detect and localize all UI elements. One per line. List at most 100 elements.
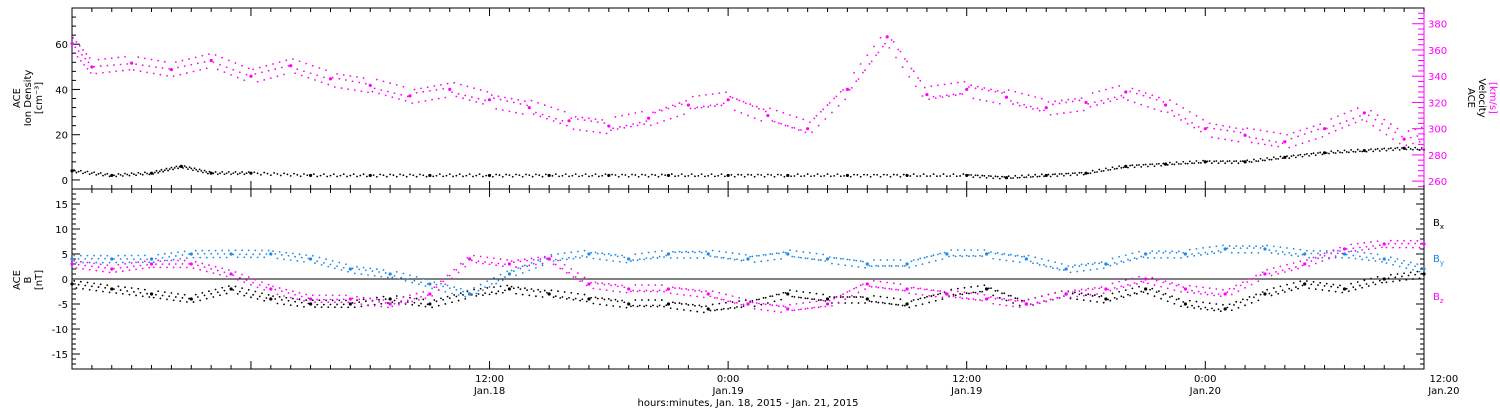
velocity-sample	[725, 91, 727, 94]
by-sample	[1248, 245, 1251, 247]
velocity-sample	[243, 79, 246, 82]
velocity-sample	[495, 107, 498, 110]
density-sample	[833, 174, 836, 177]
by-sample	[793, 255, 796, 258]
density-sample	[1012, 177, 1014, 179]
density-sample	[836, 173, 839, 175]
density-sample	[200, 169, 203, 172]
bx-sample	[391, 301, 394, 304]
density-sample	[1120, 166, 1123, 169]
density-sample	[90, 172, 93, 174]
density-point	[70, 169, 74, 173]
bz-sample	[384, 302, 387, 304]
velocity-point	[1362, 111, 1366, 115]
by-sample	[621, 254, 623, 257]
velocity-sample	[1286, 133, 1288, 136]
density-sample	[385, 175, 388, 178]
by-sample	[300, 256, 303, 259]
density-sample	[359, 174, 362, 177]
velocity-sample	[479, 89, 482, 91]
bx-sample	[256, 298, 259, 300]
bx-sample	[961, 293, 964, 296]
velocity-sample	[1202, 118, 1204, 121]
velocity-sample	[992, 101, 995, 104]
velocity-sample	[521, 113, 524, 115]
bz-sample	[437, 289, 440, 291]
top-left-ylabel-line3: [cm⁻³]	[34, 82, 45, 114]
by-sample	[1098, 262, 1101, 265]
velocity-sample	[163, 60, 166, 63]
density-sample	[160, 168, 163, 171]
by-sample	[596, 252, 599, 255]
by-sample	[528, 269, 531, 272]
bz-point	[587, 282, 591, 286]
velocity-sample	[817, 124, 820, 127]
density-sample	[95, 173, 98, 176]
velocity-sample	[771, 119, 774, 122]
velocity-sample	[1387, 127, 1390, 130]
velocity-sample	[1111, 86, 1114, 89]
bz-sample	[565, 271, 568, 274]
by-sample	[1058, 268, 1061, 271]
velocity-point	[607, 124, 611, 128]
density-sample	[1111, 166, 1114, 169]
by-sample	[853, 259, 855, 262]
bx-sample	[1372, 281, 1375, 284]
bx-sample	[132, 290, 135, 293]
by-point	[945, 252, 949, 256]
velocity-sample	[749, 103, 752, 106]
by-sample	[758, 254, 760, 257]
bx-sample	[444, 303, 447, 305]
by-sample	[364, 269, 367, 272]
bz-sample	[424, 297, 427, 300]
velocity-sample	[121, 69, 124, 72]
by-sample	[1175, 251, 1178, 254]
bz-sample	[1071, 291, 1074, 293]
density-sample	[1401, 147, 1403, 149]
velocity-sample	[729, 95, 732, 98]
bx-sample	[1385, 281, 1388, 284]
bz-sample	[1367, 248, 1370, 251]
by-sample	[466, 289, 469, 292]
bx-sample	[793, 295, 796, 298]
bz-sample	[126, 266, 129, 268]
top-right-tick-label: 380	[1428, 20, 1447, 31]
by-sample	[674, 251, 676, 254]
bx-sample	[1142, 291, 1145, 294]
bx-sample	[689, 309, 692, 312]
velocity-sample	[1272, 131, 1275, 134]
bz-sample	[1244, 286, 1246, 289]
velocity-sample	[216, 68, 219, 71]
bx-sample	[976, 285, 979, 288]
velocity-sample	[316, 74, 319, 77]
bx-sample	[124, 286, 126, 289]
density-sample	[1396, 146, 1399, 149]
density-sample	[690, 173, 693, 175]
velocity-sample	[579, 129, 582, 131]
bx-sample	[490, 291, 493, 294]
bx-sample	[1188, 299, 1191, 302]
bx-sample	[813, 298, 816, 301]
velocity-sample	[523, 100, 526, 103]
by-sample	[897, 265, 900, 267]
velocity-sample	[115, 70, 118, 73]
velocity-sample	[86, 67, 89, 70]
by-sample	[391, 276, 394, 279]
density-sample	[1018, 176, 1021, 179]
velocity-sample	[815, 114, 818, 117]
bx-sample	[345, 299, 347, 302]
velocity-sample	[744, 102, 747, 105]
density-point	[308, 173, 313, 178]
bx-sample	[720, 308, 723, 311]
velocity-sample	[983, 87, 986, 89]
bz-sample	[744, 298, 747, 301]
bz-sample	[1281, 269, 1284, 272]
bx-sample	[1241, 298, 1244, 301]
by-sample	[212, 256, 215, 259]
density-sample	[551, 174, 554, 177]
bx-sample	[292, 297, 294, 300]
velocity-sample	[614, 116, 617, 118]
density-sample	[402, 174, 405, 177]
density-sample	[458, 173, 461, 176]
density-sample	[1074, 172, 1076, 175]
